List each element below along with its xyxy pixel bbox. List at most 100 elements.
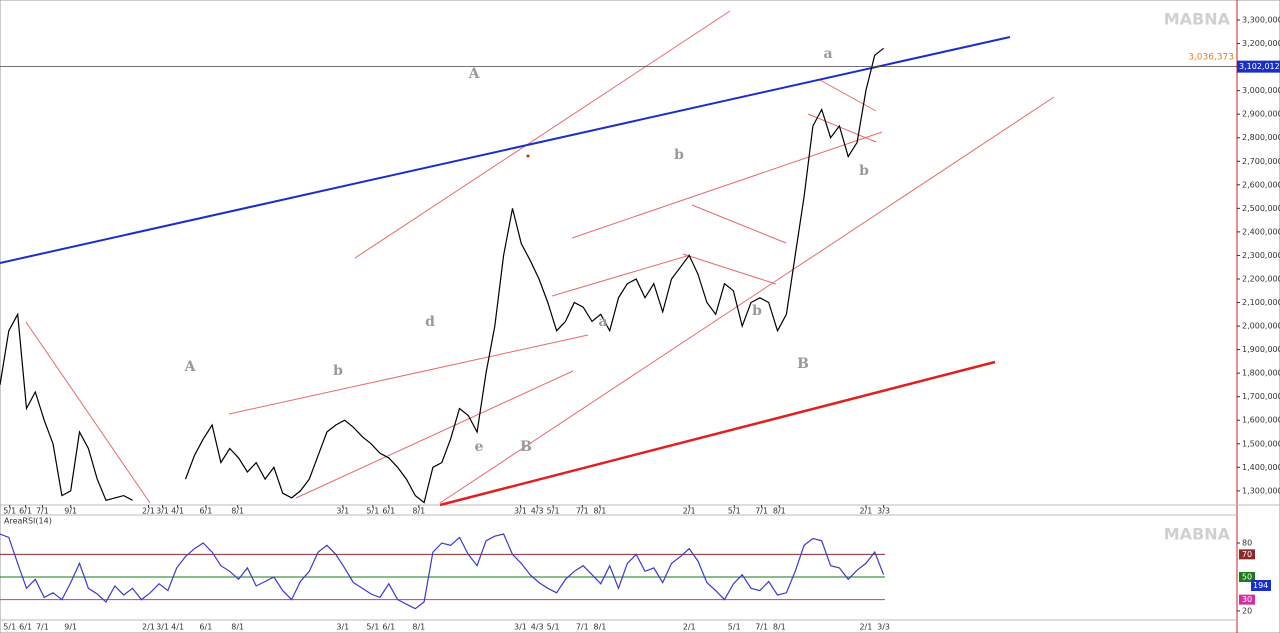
x-tick-label: 6/1 <box>199 623 212 632</box>
level-label: 70 <box>1242 550 1252 559</box>
x-tick-label: 3/1 <box>514 507 527 516</box>
x-tick-label: 7/1 <box>576 623 589 632</box>
y-tick-label: 1,600,000 <box>1242 416 1280 425</box>
y-tick-label: 2,600,000 <box>1242 180 1280 189</box>
x-tick-label: 5/1 <box>3 623 16 632</box>
x-tick-label: 3/1 <box>336 623 349 632</box>
wave-label: B <box>797 356 809 372</box>
trend-line <box>682 253 777 285</box>
last-price-badge <box>1237 60 1280 73</box>
x-tick-label: 7/1 <box>755 507 768 516</box>
x-tick-label: 9/1 <box>64 507 77 516</box>
x-tick-label: 7/1 <box>755 623 768 632</box>
trend-line <box>25 321 151 504</box>
y-tick-label: 2,100,000 <box>1242 298 1280 307</box>
x-tick-label: 6/1 <box>199 507 212 516</box>
y-tick-label: 2,200,000 <box>1242 274 1280 283</box>
x-tick-label: 5/1 <box>366 623 379 632</box>
rsi-value-badge <box>1251 580 1271 591</box>
x-tick-label: 5/1 <box>728 507 741 516</box>
x-tick-label: 5/1 <box>3 507 16 516</box>
x-tick-label: 4/3 <box>531 623 544 632</box>
trend-line <box>691 204 787 244</box>
x-tick-label: 2/1 <box>142 623 155 632</box>
level-badge <box>1239 549 1255 560</box>
wave-label: a <box>823 46 832 62</box>
x-tick-label: 9/1 <box>64 623 77 632</box>
trend-line <box>439 360 996 507</box>
x-tick-label: 4/1 <box>171 507 184 516</box>
x-tick-label: 5/1 <box>366 507 379 516</box>
level-badge <box>1239 571 1255 582</box>
trend-line <box>551 254 691 297</box>
x-tick-label: 5/1 <box>547 623 560 632</box>
watermark: MABNA <box>1164 10 1231 29</box>
y-tick-label: 2,700,000 <box>1242 157 1280 166</box>
y-tick-label: 1,800,000 <box>1242 369 1280 378</box>
wave-label: b <box>674 147 684 163</box>
y-tick-label: 20 <box>1242 606 1252 615</box>
wave-label: A <box>468 66 481 82</box>
marker-dot <box>526 154 530 158</box>
wave-label: B <box>520 439 532 455</box>
level-badge <box>1239 594 1255 605</box>
y-tick-label: 1,300,000 <box>1242 486 1280 495</box>
x-tick-label: 3/1 <box>514 623 527 632</box>
trend-line <box>295 370 574 499</box>
watermark: MABNA <box>1164 525 1231 544</box>
trend-line <box>571 131 883 239</box>
trend-line <box>354 10 731 259</box>
rsi-value-label: 194 <box>1253 581 1268 590</box>
y-tick-label: 2,000,000 <box>1242 322 1280 331</box>
x-tick-label: 8/1 <box>231 623 244 632</box>
wave-label: b <box>333 363 343 379</box>
wave-label: a <box>598 314 607 330</box>
y-tick-label: 1,700,000 <box>1242 392 1280 401</box>
y-tick-label: 3,000,000 <box>1242 86 1280 95</box>
trend-line <box>439 96 1055 504</box>
indicator-title: AreaRSI(14) <box>4 517 52 526</box>
y-tick-label: 2,900,000 <box>1242 110 1280 119</box>
x-tick-label: 2/1 <box>683 623 696 632</box>
y-tick-label: 3,300,000 <box>1242 16 1280 25</box>
x-tick-label: 2/1 <box>859 507 872 516</box>
y-tick-label: 2,400,000 <box>1242 227 1280 236</box>
series-line <box>0 47 884 504</box>
x-tick-label: 8/1 <box>594 507 607 516</box>
y-tick-label: 1,400,000 <box>1242 463 1280 472</box>
y-tick-label: 80 <box>1242 539 1252 548</box>
level-label: 30 <box>1242 595 1252 604</box>
x-tick-label: 2/1 <box>683 507 696 516</box>
x-tick-label: 4/3 <box>531 507 544 516</box>
x-tick-label: 3/1 <box>336 507 349 516</box>
x-tick-label: 3/3 <box>877 507 890 516</box>
y-tick-label: 2,800,000 <box>1242 133 1280 142</box>
x-tick-label: 8/1 <box>412 507 425 516</box>
y-tick-label: 1,500,000 <box>1242 439 1280 448</box>
wave-label: b <box>859 163 869 179</box>
y-tick-label: 1,900,000 <box>1242 345 1280 354</box>
wave-label: b <box>752 303 762 319</box>
wave-label: d <box>425 314 435 330</box>
x-tick-label: 8/1 <box>773 507 786 516</box>
x-tick-label: 7/1 <box>576 507 589 516</box>
trend-line <box>228 334 589 415</box>
level-price-label: 3,036,373 <box>1188 53 1234 63</box>
x-tick-label: 6/1 <box>19 507 32 516</box>
y-tick-label: 3,200,000 <box>1242 39 1280 48</box>
wave-label: A <box>184 359 197 375</box>
x-tick-label: 8/1 <box>594 623 607 632</box>
x-tick-label: 6/1 <box>382 507 395 516</box>
x-tick-label: 7/1 <box>36 507 49 516</box>
x-tick-label: 2/1 <box>859 623 872 632</box>
x-tick-label: 3/1 <box>156 507 169 516</box>
y-tick-label: 2,500,000 <box>1242 204 1280 213</box>
trend-line <box>807 113 877 143</box>
x-tick-label: 4/1 <box>171 623 184 632</box>
trend-line <box>819 79 877 112</box>
x-tick-label: 5/1 <box>547 507 560 516</box>
level-label: 50 <box>1242 572 1252 581</box>
x-tick-label: 8/1 <box>773 623 786 632</box>
